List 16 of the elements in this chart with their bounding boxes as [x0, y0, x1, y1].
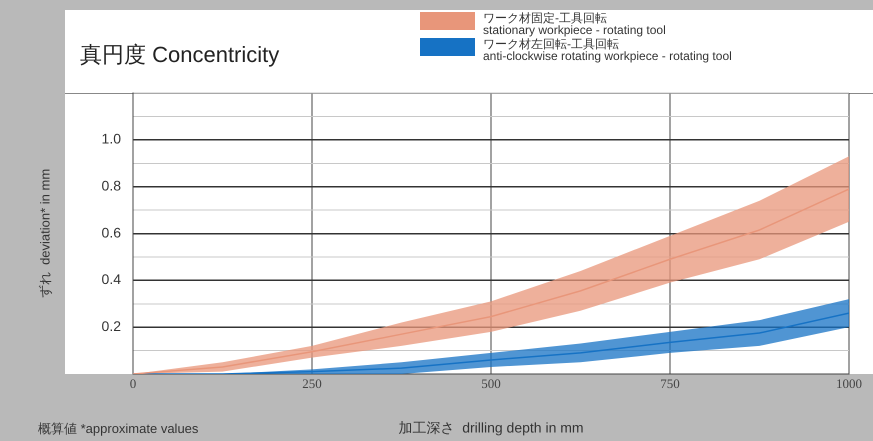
x-tick-label: 0 — [130, 376, 136, 392]
y-axis-title: ずれ deviation* in mm — [37, 168, 52, 298]
x-tick-label: 1000 — [836, 376, 862, 392]
y-tick-label: 0.2 — [102, 318, 122, 334]
y-tick-label: 0.4 — [102, 271, 122, 288]
legend-label: ワーク材左回転-工具回転 anti-clockwise rotating workpiece - rotating tool — [483, 37, 732, 63]
x-axis-title: 加工深さ drilling depth in mm — [398, 419, 584, 436]
x-tick-label: 500 — [481, 376, 501, 392]
y-tick-label: 0.6 — [102, 224, 122, 240]
x-tick-label: 750 — [660, 376, 680, 392]
y-tick-label: 1.0 — [102, 130, 122, 147]
text: 概算値 *approximate values — [38, 420, 198, 438]
y-tick-label: 0.8 — [102, 178, 122, 194]
legend-label: ワーク材固定-工具回転 stationary workpiece - rotating tool — [483, 11, 666, 37]
chart-title: 真円度 Concentricity — [80, 41, 280, 69]
x-tick-label: 250 — [302, 376, 322, 392]
